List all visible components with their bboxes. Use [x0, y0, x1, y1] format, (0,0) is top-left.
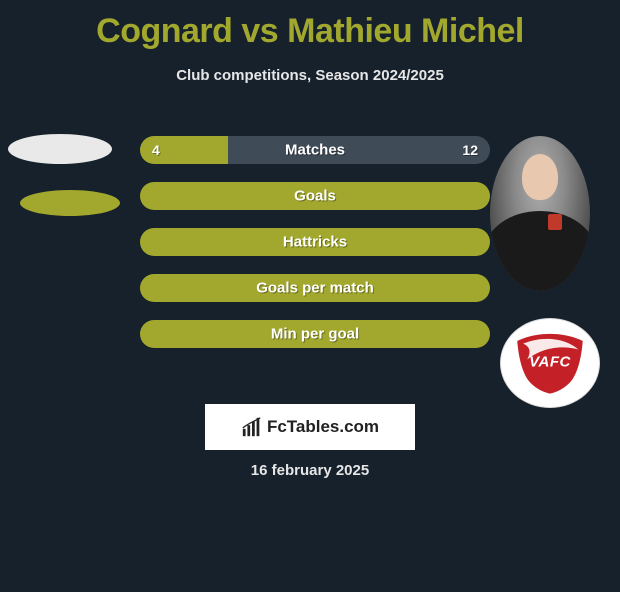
title-player2: Mathieu Michel — [287, 12, 524, 50]
branding-text: FcTables.com — [267, 417, 379, 437]
stat-bar-row: Matches 4 12 — [140, 136, 490, 164]
player-photo — [490, 136, 590, 291]
title-vs: vs — [241, 12, 278, 50]
bar-label: Hattricks — [283, 234, 347, 251]
player-jersey-emblem — [548, 214, 562, 230]
bar-value-right: 12 — [462, 142, 478, 158]
title-player1: Cognard — [96, 12, 232, 50]
bar-label: Min per goal — [271, 326, 359, 343]
bar-fill-right — [228, 136, 491, 164]
stat-bar-row: Goals per match — [140, 274, 490, 302]
bar-label: Matches — [285, 142, 345, 159]
stat-bar-row: Hattricks — [140, 228, 490, 256]
bar-label: Goals per match — [256, 280, 374, 297]
subtitle: Club competitions, Season 2024/2025 — [0, 67, 620, 84]
club-shield: VAFC — [514, 331, 586, 395]
date-label: 16 february 2025 — [251, 462, 369, 479]
bar-label: Goals — [294, 188, 336, 205]
stat-bar-row: Goals — [140, 182, 490, 210]
left-ellipse-1 — [20, 190, 120, 216]
club-badge-text: VAFC — [529, 353, 571, 370]
stat-bars: Matches 4 12 Goals Hattricks Goals per match M… — [140, 136, 490, 366]
branding-box: FcTables.com — [205, 404, 415, 450]
club-badge: VAFC — [500, 318, 600, 408]
left-ellipse-0 — [8, 134, 112, 164]
page-title: Cognard vs Mathieu Michel — [0, 12, 620, 51]
stat-bar-row: Min per goal — [140, 320, 490, 348]
bar-value-left: 4 — [152, 142, 160, 158]
fctables-logo-icon — [241, 416, 263, 438]
